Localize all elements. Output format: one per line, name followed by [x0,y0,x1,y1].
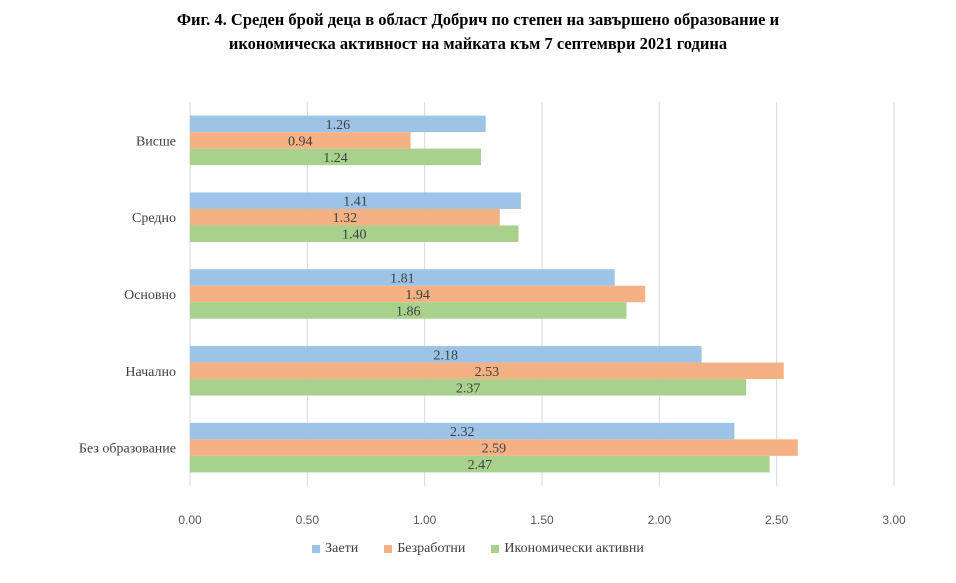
bar [190,455,770,473]
data-label: 1.24 [323,151,348,166]
data-label: 1.81 [390,272,415,287]
data-label: 1.26 [326,118,351,133]
legend-item: Икономически активни [491,541,644,557]
legend-item: Безработни [384,541,465,557]
bars [190,115,798,473]
legend-label: Заети [325,541,359,556]
x-tick-label: 1.50 [530,513,554,527]
category-label: Висше [136,134,176,149]
bar [190,362,784,380]
x-tick-label: 3.00 [882,513,906,527]
gridlines [189,102,895,486]
x-tick-label: 2.50 [765,513,789,527]
category-labels: Висше Средно Основно Начално Без образование [79,134,176,456]
data-label: 1.32 [333,211,358,226]
bar [190,115,486,133]
data-labels: 1.26 0.94 1.24 1.411.32 1.40 1.811.94 1.86 2.18… [288,118,506,473]
category-label: Без образование [79,442,176,457]
x-tick-label: 1.00 [413,513,437,527]
data-label: 2.53 [475,365,500,380]
x-tick-label: 0.50 [296,513,320,527]
bar [190,439,798,456]
x-tick-label: 2.00 [648,513,672,527]
chart-title: Фиг. 4. Среден брой деца в област Добрич… [0,8,956,56]
bar [190,379,747,396]
bar [190,192,521,209]
data-label: 1.41 [343,195,368,210]
bar [190,132,411,149]
category-label: Начално [125,365,176,380]
data-label: 2.32 [450,425,475,440]
chart-title-line-2: икономическа активност на майката към 7 … [228,34,728,53]
data-label: 2.18 [434,348,459,363]
legend-label: Икономически активни [504,541,644,556]
data-label: 0.94 [288,134,313,149]
bar [190,225,519,242]
category-label: Средно [132,211,176,226]
legend-swatch [312,545,321,553]
data-label: 1.40 [342,228,367,243]
legend-swatch [491,545,500,553]
chart-title-line-1: Фиг. 4. Среден брой деца в област Добрич… [176,10,780,29]
bar [190,302,627,319]
data-label: 2.59 [482,442,507,457]
bar [190,285,646,303]
bar [190,148,481,166]
category-label: Основно [124,288,176,303]
legend-label: Безработни [397,541,466,556]
data-label: 1.94 [405,288,430,303]
legend-item: Заети [312,541,358,557]
bar [190,346,702,363]
bar-chart: 1.26 0.94 1.24 1.411.32 1.40 1.811.94 1.86 2.18… [79,102,906,527]
x-tick-labels: 0.00 0.50 1.00 1.50 2.00 2.50 3.00 [178,513,906,527]
x-tick-label: 0.00 [178,513,202,527]
bar [190,269,615,286]
data-label: 2.37 [456,381,481,396]
bar [190,208,500,226]
data-label: 1.86 [396,305,421,320]
bar [190,422,735,440]
data-label: 2.47 [468,458,493,473]
legend-swatch [384,545,393,553]
legend: Заети Безработни Икономически активни [0,541,956,557]
